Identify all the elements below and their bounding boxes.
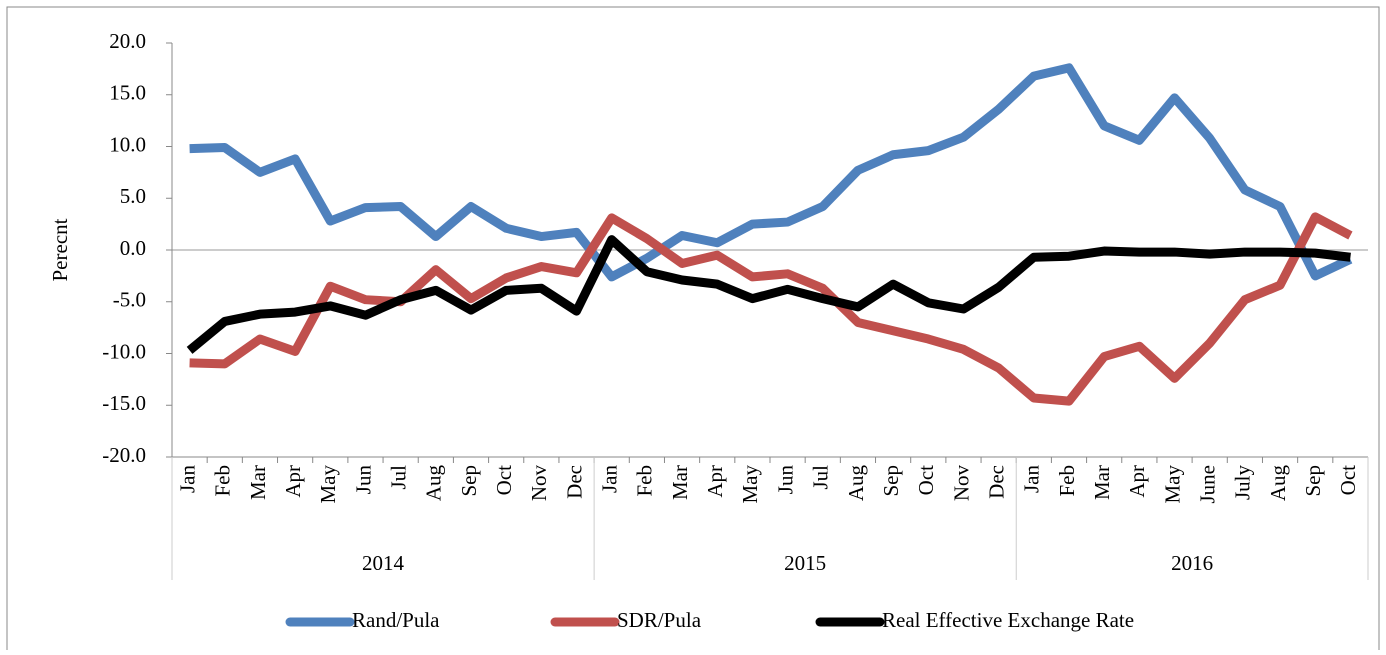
x-tick-label: Sep	[879, 465, 903, 497]
x-tick-label: Aug	[844, 465, 868, 502]
x-tick-label: July	[1231, 465, 1255, 501]
x-tick-label: Mar	[246, 465, 270, 500]
x-tick-label: Dec	[562, 465, 586, 499]
x-tick-label: Oct	[492, 465, 516, 495]
x-tick-label: Aug	[1266, 465, 1290, 502]
legend-label: SDR/Pula	[617, 608, 702, 632]
x-tick-label: May	[1160, 465, 1184, 504]
y-tick-label: 5.0	[120, 184, 146, 208]
x-tick-label: Mar	[668, 465, 692, 500]
x-tick-label: Aug	[422, 465, 446, 502]
legend-label: Real Effective Exchange Rate	[882, 608, 1134, 632]
x-tick-label: Jan	[598, 465, 622, 493]
x-tick-label: Sep	[1301, 465, 1325, 497]
series-line	[189, 63, 1353, 282]
y-tick-label: 15.0	[109, 81, 146, 105]
x-tick-label: Oct	[914, 465, 938, 495]
series-line	[189, 212, 1353, 406]
x-tick-label: Apr	[703, 465, 727, 498]
x-tick-label: Feb	[633, 465, 657, 497]
x-tick-label: June	[1196, 465, 1220, 504]
x-tick-label: Apr	[1125, 465, 1149, 498]
y-tick-label: -5.0	[113, 288, 146, 312]
x-tick-label: Jun	[351, 465, 375, 495]
y-tick-label: 20.0	[109, 29, 146, 53]
x-tick-label: Dec	[984, 465, 1008, 499]
y-tick-label: -20.0	[102, 443, 146, 467]
x-tick-label: Nov	[527, 465, 551, 502]
x-tick-label: Feb	[211, 465, 235, 497]
x-tick-label: May	[316, 465, 340, 504]
y-tick-label: 10.0	[109, 132, 146, 156]
y-axis-label: Perecnt	[48, 218, 72, 281]
group-label: 2014	[362, 551, 405, 575]
legend-label: Rand/Pula	[352, 608, 440, 632]
group-label: 2015	[784, 551, 826, 575]
x-tick-label: Jul	[386, 465, 410, 490]
y-tick-label: -10.0	[102, 339, 146, 363]
x-tick-label: May	[738, 465, 762, 504]
x-tick-label: Mar	[1090, 465, 1114, 500]
group-label: 2016	[1171, 551, 1213, 575]
series-line	[186, 235, 1351, 354]
x-tick-label: Jun	[773, 465, 797, 495]
y-tick-label: 0.0	[120, 236, 146, 260]
x-tick-label: Nov	[949, 465, 973, 502]
x-tick-label: Jan	[1020, 465, 1044, 493]
x-tick-label: Sep	[457, 465, 481, 497]
x-tick-label: Oct	[1336, 465, 1360, 495]
x-tick-label: Feb	[1055, 465, 1079, 497]
x-tick-label: Apr	[281, 465, 305, 498]
y-tick-label: -15.0	[102, 391, 146, 415]
x-tick-label: Jan	[175, 465, 199, 493]
x-tick-label: Jul	[809, 465, 833, 490]
chart-frame	[6, 6, 1380, 655]
